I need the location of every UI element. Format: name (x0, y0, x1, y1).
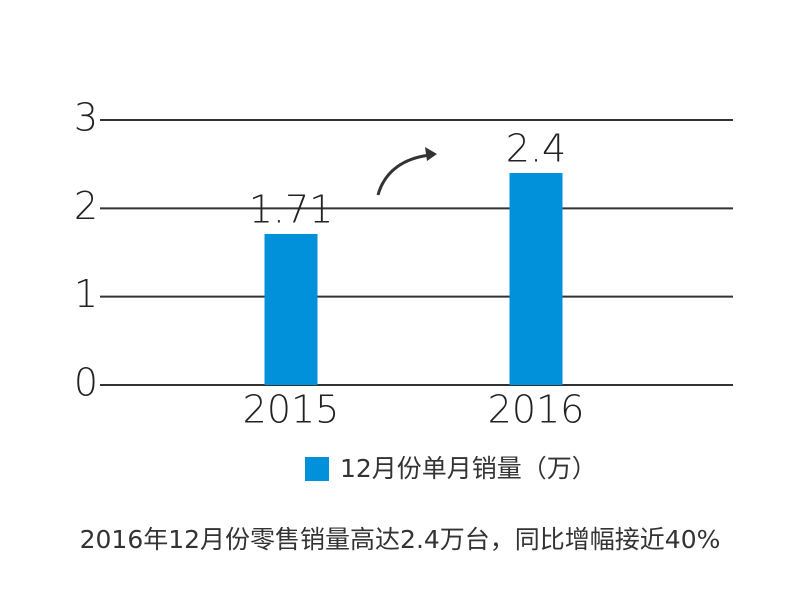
caption: 2016年12月份零售销量高达2.4万台，同比增幅接近40% (80, 525, 721, 554)
y-tick-label: 2 (74, 184, 98, 228)
value-label: 1.71 (249, 187, 334, 231)
bar (509, 173, 563, 385)
x-tick-label: 2015 (243, 388, 340, 432)
value-label: 2.4 (506, 127, 566, 171)
trend-arrow (376, 153, 431, 196)
y-tick-label: 1 (74, 272, 98, 316)
bar (264, 233, 318, 385)
legend-label: 12月份单月销量（万） (340, 454, 597, 483)
trend-arrowhead (425, 147, 437, 161)
y-tick-label: 3 (74, 96, 98, 140)
legend-swatch (305, 457, 329, 481)
y-tick-label: 0 (74, 361, 98, 405)
x-tick-label: 2016 (488, 388, 585, 432)
